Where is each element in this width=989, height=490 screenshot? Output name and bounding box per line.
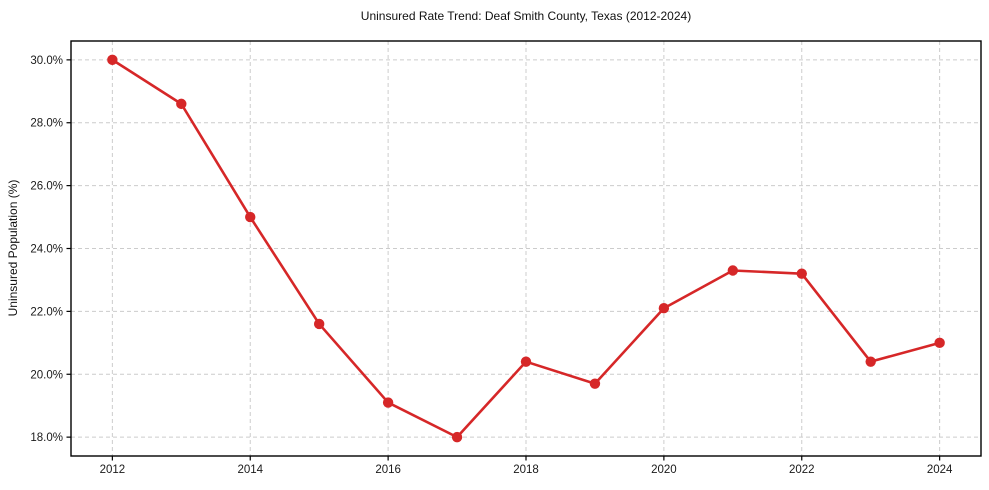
data-point [658,303,670,314]
y-tick-label: 22.0% [30,306,63,318]
x-tick-label: 2016 [375,464,401,476]
y-tick-label: 26.0% [30,181,63,193]
data-point [934,337,945,349]
data-point [796,268,807,279]
x-tick-label: 2022 [789,464,815,476]
y-tick-label: 20.0% [30,369,63,381]
y-tick-label: 28.0% [30,118,63,130]
data-point [313,318,325,330]
y-tick-label: 24.0% [30,244,63,256]
data-point [245,211,256,223]
y-tick-label: 18.0% [30,432,63,444]
x-tick-label: 2024 [927,464,953,476]
data-point [865,356,876,367]
data-point [727,265,739,276]
x-tick-label: 2020 [651,464,677,476]
y-tick-label: 30.0% [30,55,63,67]
data-point [176,98,187,110]
data-point [589,378,601,389]
x-tick-label: 2018 [513,464,539,476]
data-point [451,431,463,443]
chart-title: Uninsured Rate Trend: Deaf Smith County,… [360,9,692,23]
x-tick-label: 2014 [237,464,263,476]
data-point [382,397,394,408]
x-tick-label: 2012 [100,464,126,476]
data-point [107,54,118,66]
data-point [520,356,532,367]
